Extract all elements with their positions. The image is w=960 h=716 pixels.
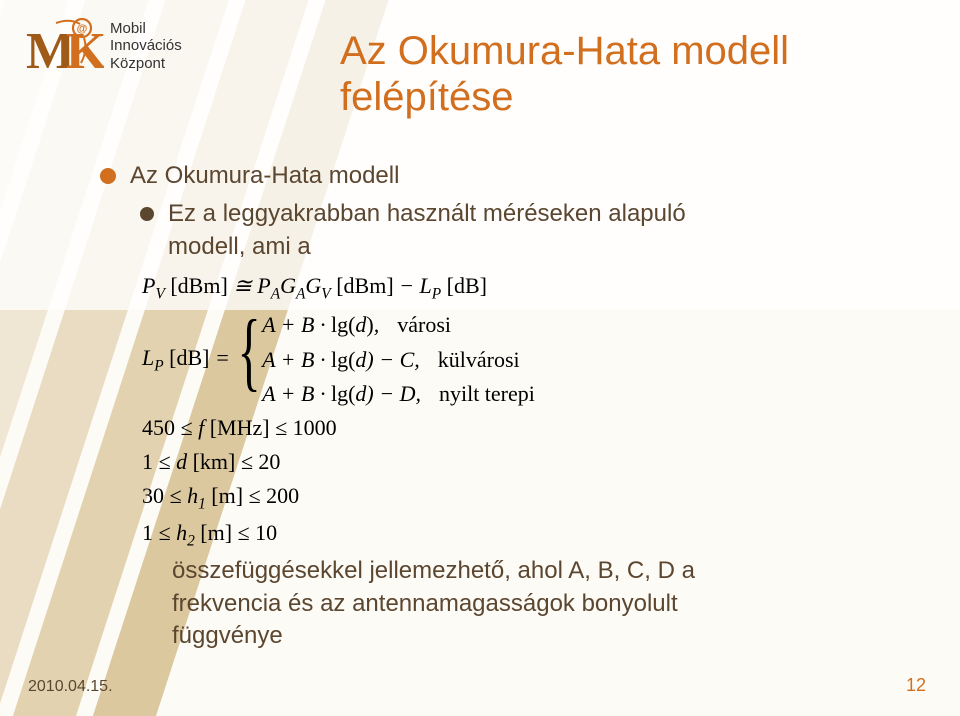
equation-cases: LP [dB] = { A + B · lg(d),városi A + B ·… xyxy=(142,308,900,410)
logo-line: Innovációs xyxy=(110,37,182,54)
bullet-level2: Ez a leggyakrabban használt méréseken al… xyxy=(140,198,900,263)
case-row: A + B · lg(d) − C,külvárosi xyxy=(262,343,535,377)
case-label: külvárosi xyxy=(438,347,520,372)
range-line: 450 ≤ f [MHz] ≤ 1000 xyxy=(142,411,900,445)
bullet-text: Az Okumura-Hata modell xyxy=(130,160,399,192)
svg-text:@: @ xyxy=(77,23,88,35)
closing-text: összefüggésekkel jellemezhető, ahol A, B… xyxy=(172,555,900,652)
text-line: modell, ami a xyxy=(168,233,311,260)
left-brace-icon: { xyxy=(237,308,260,410)
case-row: A + B · lg(d) − D,nyilt terepi xyxy=(262,377,535,411)
logo: M K @ Mobil Innovációs Központ xyxy=(26,18,182,80)
footer-page-number: 12 xyxy=(906,675,926,696)
bullet-level1: Az Okumura-Hata modell xyxy=(100,160,900,192)
equation-block: PV [dBm] ≅ PAGAGV [dBm] − LP [dB] LP [dB… xyxy=(142,269,900,553)
range-line: 1 ≤ h2 [m] ≤ 10 xyxy=(142,516,900,553)
case-label: városi xyxy=(397,312,451,337)
logo-text: Mobil Innovációs Központ xyxy=(110,18,182,72)
text-line: függvénye xyxy=(172,622,283,649)
bullet-dot-icon xyxy=(140,207,154,221)
slide-title: Az Okumura-Hata modell felépítése xyxy=(340,28,789,120)
bullet-dot-icon xyxy=(100,168,116,184)
content-area: Az Okumura-Hata modell Ez a leggyakrabba… xyxy=(100,160,900,653)
text-line: frekvencia és az antennamagasságok bonyo… xyxy=(172,590,678,617)
equation-line: PV [dBm] ≅ PAGAGV [dBm] − LP [dB] xyxy=(142,269,900,306)
text-line: Ez a leggyakrabban használt méréseken al… xyxy=(168,200,686,227)
range-line: 30 ≤ h1 [m] ≤ 200 xyxy=(142,479,900,516)
range-line: 1 ≤ d [km] ≤ 20 xyxy=(142,445,900,479)
case-rows: A + B · lg(d),városi A + B · lg(d) − C,k… xyxy=(262,308,535,410)
slide: M K @ Mobil Innovációs Központ Az Okumur… xyxy=(0,0,960,716)
text-line: összefüggésekkel jellemezhető, ahol A, B… xyxy=(172,557,695,584)
case-row: A + B · lg(d),városi xyxy=(262,308,535,342)
cases-lhs: LP [dB] = xyxy=(142,341,230,378)
bullet-text: Ez a leggyakrabban használt méréseken al… xyxy=(168,198,686,263)
logo-mark: M K @ xyxy=(26,18,104,80)
title-line: felépítése xyxy=(340,74,789,120)
footer-date: 2010.04.15. xyxy=(28,678,113,696)
logo-line: Mobil xyxy=(110,20,182,37)
logo-line: Központ xyxy=(110,55,182,72)
title-line: Az Okumura-Hata modell xyxy=(340,28,789,74)
case-label: nyilt terepi xyxy=(439,381,535,406)
